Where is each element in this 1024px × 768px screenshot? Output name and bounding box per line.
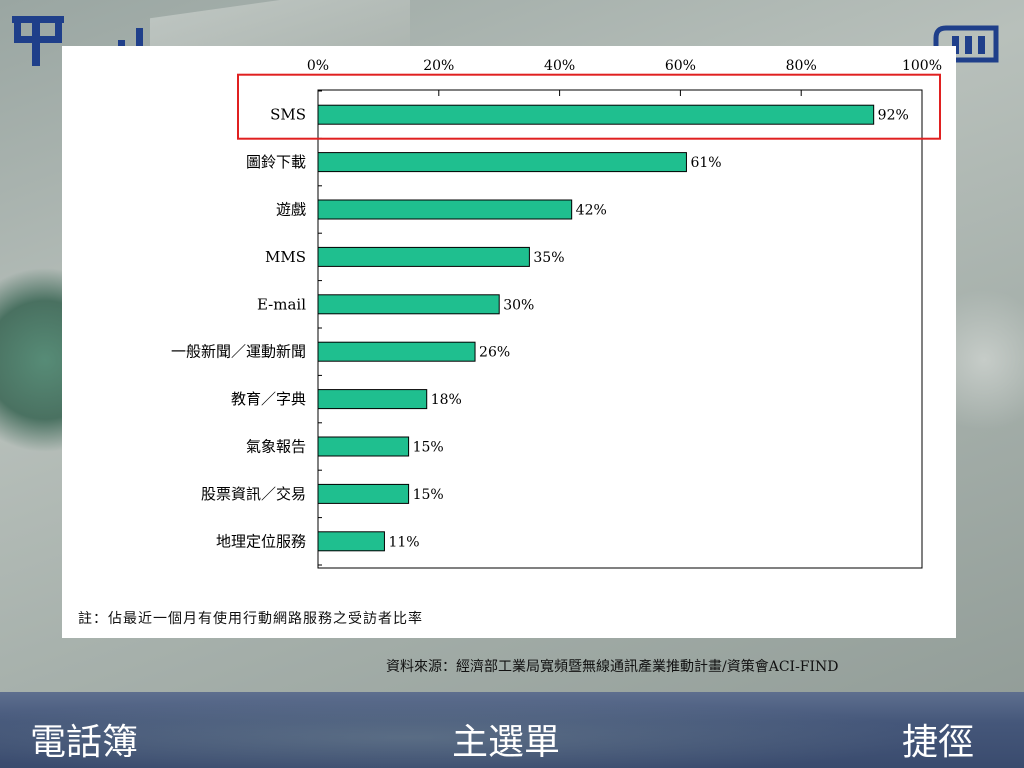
- x-tick-label: 40%: [544, 58, 575, 74]
- bar: [317, 436, 410, 457]
- x-tick-label: 0%: [307, 58, 329, 74]
- battery-icon: [933, 25, 999, 63]
- category-label: 股票資訊／交易: [201, 485, 306, 503]
- bar: [317, 294, 500, 315]
- category-label: 一般新聞／運動新聞: [171, 343, 306, 361]
- x-tick-label: 20%: [423, 58, 454, 74]
- softkey-phonebook[interactable]: 電話簿: [30, 722, 139, 763]
- bar: [317, 389, 428, 410]
- category-label: 氣象報告: [246, 438, 306, 456]
- data-label: 18%: [431, 392, 462, 408]
- category-label: E-mail: [257, 295, 306, 313]
- data-label: 35%: [533, 250, 564, 266]
- data-label: 26%: [479, 345, 510, 361]
- data-label: 61%: [690, 155, 721, 171]
- bar: [317, 483, 410, 504]
- softkey-bar: [0, 692, 1024, 768]
- category-label: SMS: [270, 106, 306, 124]
- softkey-main-menu[interactable]: 主選單: [452, 722, 561, 763]
- chart-note: 註：佔最近一個月有使用行動網路服務之受訪者比率: [78, 611, 423, 627]
- bar-chart: 0% 20% 40% 60% 80% 100% SMS 92% 圖鈴下載 61% 遊戲 42% MMS 3…: [171, 58, 942, 569]
- bar: [317, 199, 573, 220]
- source-text: 資料來源：經濟部工業局寬頻暨無線通訊產業推動計畫/資策會ACI-FIND: [386, 659, 839, 675]
- bar: [317, 531, 385, 552]
- category-label: 教育／字典: [231, 390, 306, 408]
- x-tick-label: 80%: [786, 58, 817, 74]
- bar: [317, 104, 875, 125]
- data-label: 92%: [878, 108, 909, 124]
- x-tick-label: 60%: [665, 58, 696, 74]
- x-tick-label: 100%: [902, 58, 942, 74]
- data-label: 15%: [413, 440, 444, 456]
- data-label: 15%: [413, 487, 444, 503]
- category-label: 圖鈴下載: [246, 153, 306, 171]
- bar: [317, 246, 530, 267]
- data-label: 42%: [576, 203, 607, 219]
- category-label: 地理定位服務: [216, 532, 306, 550]
- category-label: 遊戲: [276, 201, 306, 219]
- highlight-box: [237, 73, 941, 140]
- softkey-shortcut[interactable]: 捷徑: [902, 722, 975, 763]
- category-label: MMS: [265, 248, 306, 266]
- bar: [317, 341, 476, 362]
- bar: [317, 152, 687, 173]
- phone-logo-icon: [12, 16, 64, 66]
- plot-frame: [317, 89, 923, 569]
- data-label: 11%: [388, 534, 419, 550]
- chart-panel: 0% 20% 40% 60% 80% 100% SMS 92% 圖鈴下載 61% 遊戲 42% MMS 3…: [62, 46, 956, 638]
- data-label: 30%: [503, 297, 534, 313]
